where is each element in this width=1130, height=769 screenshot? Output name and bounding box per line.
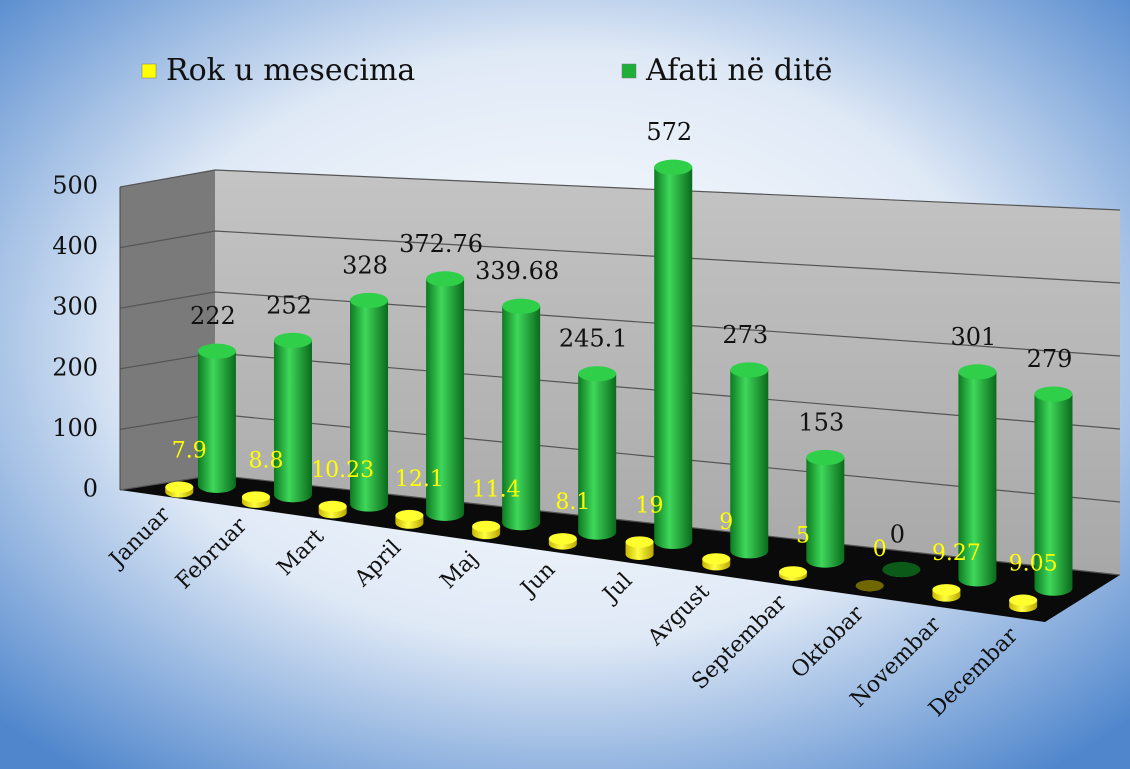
bar-top bbox=[318, 500, 347, 512]
data-label: 339.68 bbox=[475, 257, 559, 285]
data-label: 0 bbox=[873, 537, 887, 562]
bar bbox=[806, 449, 845, 568]
grid-line bbox=[119, 291, 1121, 357]
bar-top bbox=[1009, 594, 1038, 606]
bar bbox=[318, 500, 347, 519]
y-tick-label: 500 bbox=[52, 172, 98, 200]
bar-top bbox=[426, 271, 465, 287]
bar-body bbox=[806, 457, 845, 568]
data-label: 273 bbox=[722, 321, 768, 349]
bar bbox=[702, 553, 731, 571]
y-tick-label: 0 bbox=[83, 475, 98, 503]
bar-body bbox=[426, 278, 465, 522]
bar-top bbox=[654, 159, 693, 175]
bar bbox=[932, 584, 961, 602]
bar-top bbox=[932, 584, 961, 596]
bar-top bbox=[730, 362, 769, 378]
bar bbox=[472, 520, 501, 540]
bar-top bbox=[197, 343, 236, 359]
data-label: 8.1 bbox=[555, 490, 590, 515]
data-label: 328 bbox=[342, 251, 388, 279]
left-wall bbox=[120, 170, 215, 490]
bar-top bbox=[578, 366, 617, 382]
bar bbox=[395, 509, 424, 529]
bar-top bbox=[165, 481, 194, 493]
bar-top bbox=[625, 536, 654, 548]
bar bbox=[958, 364, 997, 587]
y-tick-label: 200 bbox=[52, 353, 98, 381]
y-tick-label: 300 bbox=[52, 293, 98, 321]
bar-body bbox=[654, 167, 693, 550]
bar-top bbox=[502, 298, 541, 314]
bar-top bbox=[241, 491, 270, 503]
bar-body bbox=[730, 369, 769, 559]
bar bbox=[1034, 386, 1073, 596]
data-label: 7.9 bbox=[172, 439, 207, 464]
data-label: 252 bbox=[266, 291, 312, 319]
legend-label: Rok u mesecima bbox=[166, 53, 415, 88]
bar-body bbox=[273, 340, 312, 503]
bar bbox=[1009, 594, 1038, 613]
data-label: 9 bbox=[719, 510, 733, 535]
bar-body bbox=[197, 351, 236, 493]
data-label: 222 bbox=[190, 302, 236, 330]
bar bbox=[855, 580, 884, 592]
bar-top bbox=[702, 553, 731, 565]
data-label: 572 bbox=[646, 118, 692, 146]
y-tick-label: 100 bbox=[52, 414, 98, 442]
grid-line bbox=[119, 169, 1121, 211]
bar bbox=[730, 362, 769, 559]
bar bbox=[426, 271, 465, 522]
legend-label: Afati në ditë bbox=[645, 53, 833, 88]
data-label: 9.05 bbox=[1009, 552, 1058, 577]
bar bbox=[241, 491, 270, 508]
bar-top bbox=[1034, 386, 1073, 402]
data-label: 279 bbox=[1027, 345, 1073, 373]
data-label: 301 bbox=[951, 323, 997, 351]
bar bbox=[654, 159, 693, 550]
bar-top bbox=[350, 292, 389, 309]
data-label: 245.1 bbox=[559, 325, 628, 353]
data-label: 0 bbox=[890, 520, 905, 548]
bar bbox=[882, 561, 921, 578]
bar-top bbox=[855, 580, 884, 592]
bar bbox=[625, 536, 654, 560]
bar-top bbox=[882, 561, 921, 578]
bar bbox=[350, 292, 389, 512]
data-label: 9.27 bbox=[932, 541, 981, 566]
bar-body bbox=[502, 306, 541, 531]
y-tick-label: 400 bbox=[52, 232, 98, 260]
data-label: 10.23 bbox=[311, 458, 374, 483]
legend-swatch bbox=[621, 63, 637, 79]
bar-top bbox=[395, 509, 424, 522]
bar bbox=[578, 366, 617, 540]
data-label: 12.1 bbox=[395, 467, 444, 492]
data-label: 372.76 bbox=[399, 230, 483, 258]
bar-top bbox=[273, 332, 312, 348]
data-label: 11.4 bbox=[472, 478, 521, 503]
bar-top bbox=[958, 364, 997, 380]
bar-body bbox=[1034, 394, 1073, 596]
bar-top bbox=[548, 533, 577, 545]
grid-line bbox=[119, 230, 1121, 284]
bar-body bbox=[578, 373, 617, 540]
legend-swatch bbox=[141, 63, 157, 79]
bar-top bbox=[472, 520, 501, 532]
data-label: 153 bbox=[798, 408, 844, 436]
bar-top bbox=[778, 566, 807, 578]
bar bbox=[273, 332, 312, 503]
data-label: 8.8 bbox=[248, 448, 283, 473]
bar bbox=[502, 298, 541, 531]
bar bbox=[165, 481, 194, 498]
bar-top bbox=[806, 449, 845, 466]
bar bbox=[197, 343, 236, 493]
data-label: 19 bbox=[636, 493, 664, 518]
bar bbox=[548, 533, 577, 550]
bar bbox=[778, 566, 807, 581]
data-label: 5 bbox=[796, 523, 810, 548]
bar-body bbox=[958, 371, 997, 587]
bar-body bbox=[350, 300, 389, 512]
